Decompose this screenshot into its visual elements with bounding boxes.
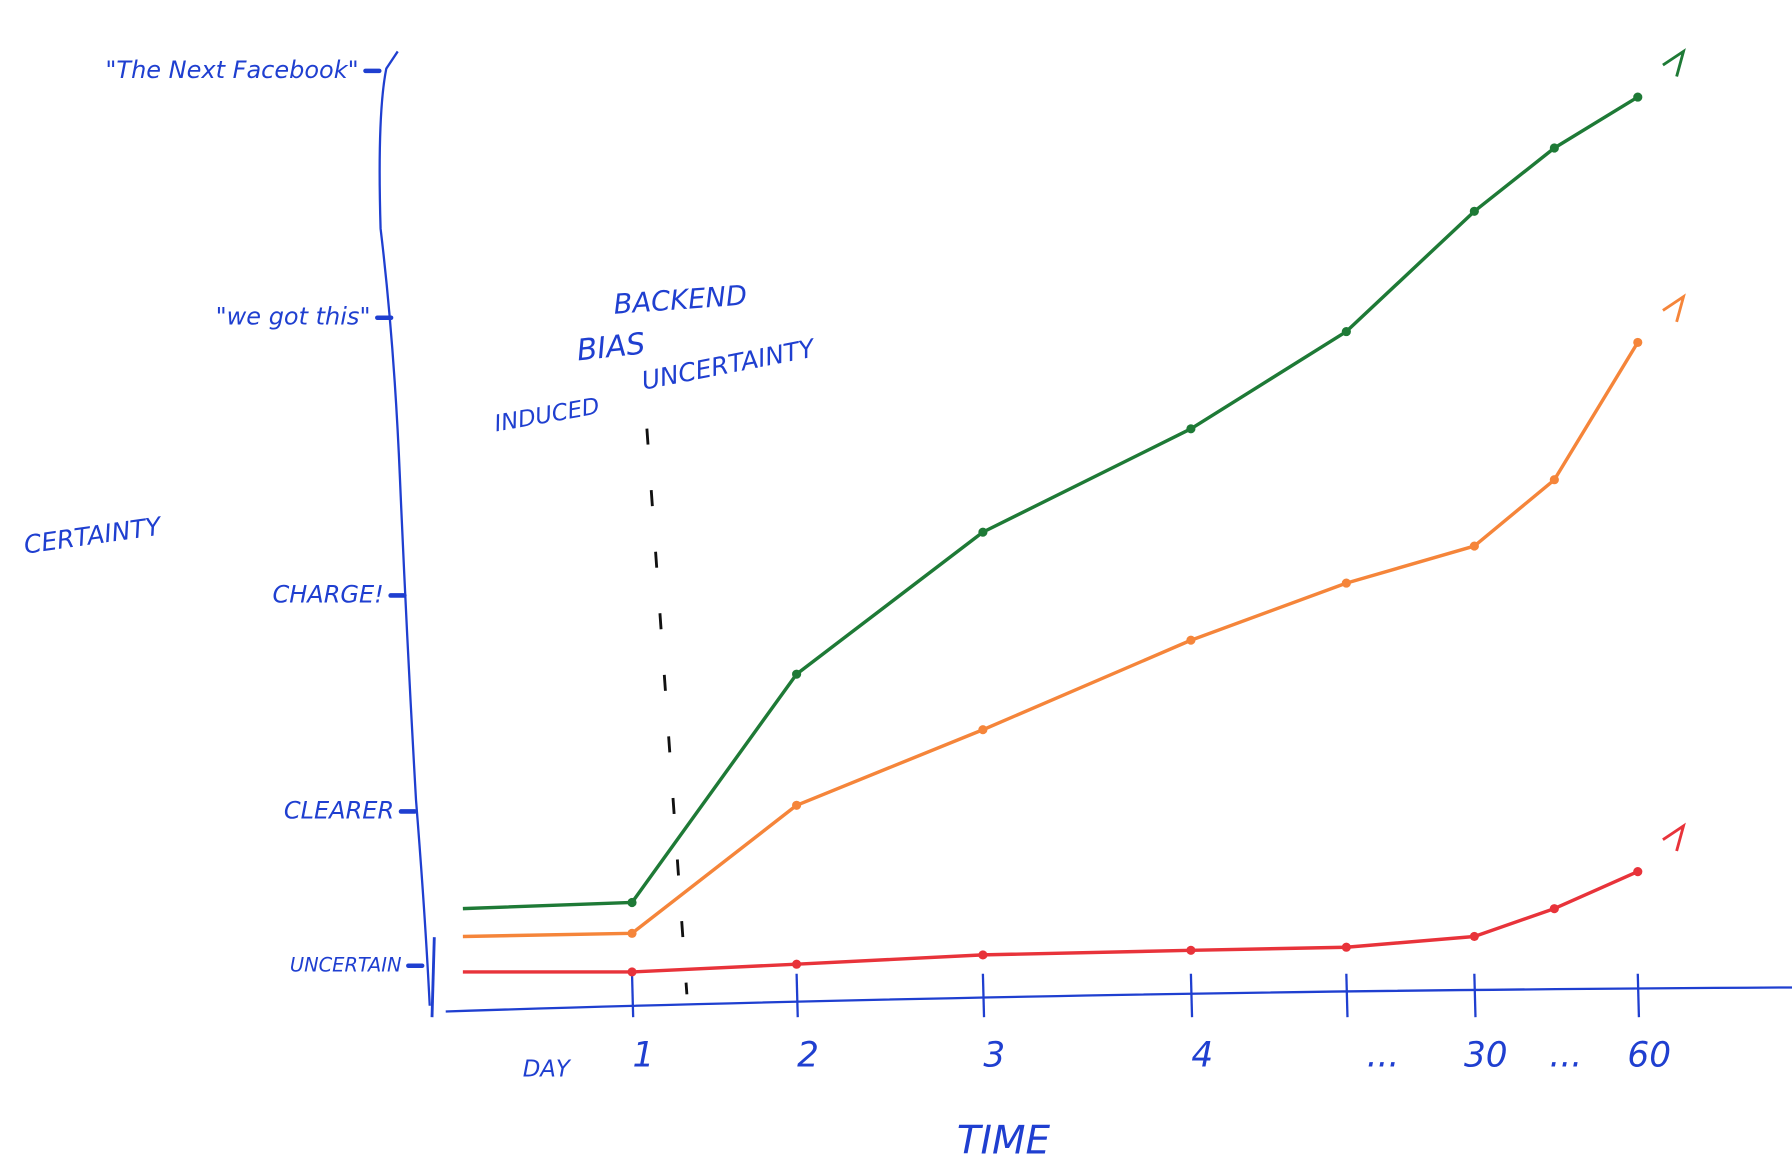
x-tick-label: 1 <box>633 1036 655 1076</box>
x-tick-label: 4 <box>1191 1036 1213 1076</box>
x-tick-label: 30 <box>1464 1036 1508 1076</box>
divider-line <box>645 428 689 995</box>
annotation: BACKEND <box>613 281 748 321</box>
data-point <box>1469 206 1479 216</box>
y-tick-label: CLEARER <box>284 796 394 824</box>
x-tick-label: 60 <box>1627 1036 1671 1076</box>
data-point <box>1549 904 1559 914</box>
x-tick-label: 2 <box>797 1036 819 1076</box>
x-axis-title: TIME <box>957 1118 1051 1163</box>
y-axis <box>378 50 431 1006</box>
y-tick-label: "we got this" <box>216 303 371 331</box>
series-line <box>462 95 1639 911</box>
data-point <box>627 928 637 938</box>
arrow-head <box>1662 48 1686 77</box>
data-point <box>1186 424 1196 434</box>
y-axis-title: CERTAINTY <box>22 511 164 559</box>
data-point <box>1469 931 1479 942</box>
series-line <box>462 870 1639 974</box>
plot: CERTAINTY TIME DAY BACKEND BIAS INDUCED … <box>22 48 1792 1163</box>
x-tick <box>795 973 799 1018</box>
annotation: INDUCED <box>493 393 602 437</box>
x-tick <box>1189 973 1194 1018</box>
series-line <box>462 341 1640 939</box>
x-tick <box>630 973 635 1018</box>
y-tick-label: UNCERTAIN <box>290 953 402 976</box>
data-point <box>1186 635 1196 645</box>
data-point <box>1186 945 1196 955</box>
annotation: BIAS <box>575 326 647 368</box>
arrow-head <box>1662 822 1686 852</box>
x-tick <box>1473 973 1477 1018</box>
data-point <box>1549 475 1559 485</box>
y-tick-label: "The Next Facebook" <box>105 56 358 84</box>
y-axis-base <box>430 937 436 1018</box>
data-point <box>792 800 802 810</box>
x-tick-label: ... <box>1549 1036 1582 1076</box>
x-tick <box>1345 973 1349 1018</box>
data-point <box>1633 92 1643 102</box>
data-point <box>1549 143 1559 153</box>
arrow-head <box>1662 293 1686 323</box>
data-point <box>792 669 802 679</box>
data-point <box>1341 942 1351 952</box>
data-point <box>978 527 988 537</box>
x-tick <box>1636 973 1641 1018</box>
data-point <box>978 725 988 735</box>
x-tick-label: ... <box>1367 1036 1400 1076</box>
data-point <box>1469 541 1479 551</box>
annotation: UNCERTAINTY <box>639 333 818 395</box>
day-label: DAY <box>523 1056 572 1082</box>
data-point <box>627 967 637 977</box>
data-point <box>1341 578 1351 588</box>
data-point <box>978 950 988 960</box>
x-tick-label: 3 <box>983 1036 1005 1076</box>
x-axis <box>445 986 1792 1013</box>
data-point <box>1633 337 1643 347</box>
y-tick-label: CHARGE! <box>273 580 384 608</box>
x-tick <box>981 973 986 1018</box>
data-point <box>1633 867 1643 877</box>
data-point <box>792 959 802 969</box>
data-point <box>627 897 637 908</box>
data-point <box>1341 327 1351 337</box>
